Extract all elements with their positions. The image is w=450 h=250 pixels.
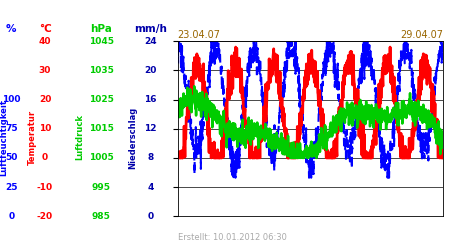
Text: 25: 25 [5,182,18,192]
Text: 4: 4 [148,182,154,192]
Text: 20: 20 [39,95,51,104]
Text: 1045: 1045 [89,37,114,46]
Text: 1035: 1035 [89,66,114,75]
Text: 0: 0 [148,212,154,221]
Text: -20: -20 [37,212,53,221]
Text: 40: 40 [39,37,51,46]
Text: 0: 0 [42,154,48,162]
Text: 23.04.07: 23.04.07 [178,30,221,40]
Text: 10: 10 [39,124,51,133]
Text: 50: 50 [5,154,18,162]
Text: 75: 75 [5,124,18,133]
Text: Temperatur: Temperatur [28,110,37,165]
Text: 0: 0 [8,212,14,221]
Text: 1025: 1025 [89,95,114,104]
Text: -10: -10 [37,182,53,192]
Text: 100: 100 [2,95,21,104]
Text: Luftdruck: Luftdruck [76,114,85,160]
Text: Erstellt: 10.01.2012 06:30: Erstellt: 10.01.2012 06:30 [178,234,287,242]
Text: hPa: hPa [90,24,112,34]
Text: °C: °C [39,24,51,34]
Text: 29.04.07: 29.04.07 [400,30,443,40]
Text: 995: 995 [92,182,111,192]
Text: 1015: 1015 [89,124,114,133]
Text: 30: 30 [39,66,51,75]
Text: 20: 20 [144,66,157,75]
Text: %: % [6,24,17,34]
Text: 12: 12 [144,124,157,133]
Text: 985: 985 [92,212,111,221]
Text: 1005: 1005 [89,154,113,162]
Text: 8: 8 [148,154,154,162]
Text: Niederschlag: Niederschlag [128,106,137,168]
Text: 16: 16 [144,95,157,104]
Text: Luftfeuchtigkeit: Luftfeuchtigkeit [0,99,8,176]
Text: mm/h: mm/h [134,24,167,34]
Text: 24: 24 [144,37,157,46]
